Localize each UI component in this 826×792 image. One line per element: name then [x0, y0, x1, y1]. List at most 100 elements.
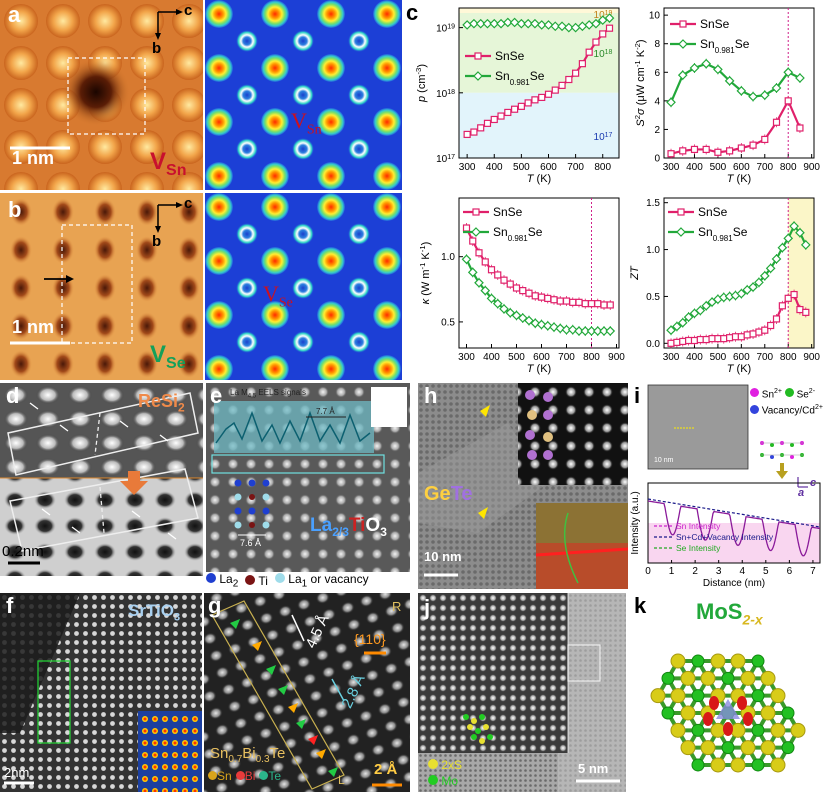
- data-point: [714, 335, 722, 343]
- data-point: [778, 302, 786, 310]
- data-point: [708, 335, 716, 343]
- data-point: [783, 233, 794, 244]
- chart-kappa: 300 400 500 600 700 800 900 T (K) 0.5 1.0 κ (W m-1…: [418, 197, 625, 375]
- data-point: [767, 321, 775, 330]
- legend-label: SnSe: [495, 49, 525, 63]
- s-atom: [700, 740, 716, 756]
- intensity-profile-chart: 0 1 2 3 4 5 6 7 Distance (nm) Intensity (a.u.) Sn …: [630, 384, 821, 589]
- legend-label: Sn0.981Se: [493, 225, 543, 243]
- data-point: [600, 301, 608, 309]
- data-point: [771, 83, 782, 93]
- data-point: [702, 335, 710, 344]
- data-point: [713, 64, 723, 75]
- x-tick-label: 500: [710, 352, 727, 363]
- mo-atom: [691, 758, 705, 772]
- y-tick-label: 0.5: [441, 317, 455, 328]
- direction-c-label: c: [184, 2, 193, 19]
- data-point: [592, 326, 603, 336]
- data-point: [565, 75, 573, 84]
- direction-a-label-i: a: [798, 487, 805, 499]
- mos2x-title: MoS2-x: [696, 599, 763, 628]
- data-point: [586, 326, 597, 336]
- sn-cd-vacancy-envelope: [647, 498, 821, 528]
- legend-marker: [473, 71, 483, 81]
- data-point: [517, 102, 525, 110]
- data-point: [604, 13, 615, 23]
- vacancy-se-label: VSe: [150, 341, 186, 372]
- data-point: [538, 93, 546, 102]
- y-tick-label: 1019: [436, 23, 455, 35]
- s-atom: [770, 722, 786, 738]
- data-point: [555, 323, 566, 334]
- mo-atom: [721, 671, 735, 685]
- data-point: [599, 30, 607, 38]
- charge-lobe: [709, 696, 719, 710]
- facet-110-label: {110}: [354, 631, 386, 647]
- data-point: [761, 326, 769, 334]
- x-axis-label: T (K): [527, 363, 551, 375]
- data-point: [489, 18, 500, 29]
- y-axis-label: p (cm-3): [414, 64, 429, 103]
- corner-l-label: L: [338, 773, 345, 787]
- x-tick-label: 700: [567, 162, 584, 173]
- panel-g-label: g: [208, 593, 222, 618]
- data-point: [689, 63, 700, 73]
- data-point: [677, 317, 688, 328]
- data-point: [683, 312, 694, 322]
- material-la-tio3-label: La2/3TiO3: [310, 515, 387, 539]
- data-point: [724, 76, 735, 86]
- data-point: [789, 221, 799, 231]
- data-point: [667, 150, 675, 158]
- data-point: [696, 335, 704, 344]
- x-tick-label: 600: [733, 162, 750, 173]
- y-tick-label: 8: [654, 39, 660, 50]
- data-point: [731, 333, 740, 341]
- y-axis-label: S2σ (μW cm-1 K-2): [633, 39, 648, 126]
- data-point: [461, 254, 472, 265]
- panel-b-dft-map: VSe: [205, 193, 402, 380]
- data-point: [557, 21, 567, 32]
- data-point: [784, 97, 792, 105]
- tem-image-j: [418, 593, 626, 792]
- data-point: [606, 301, 614, 309]
- legend-la1-vacancy: La1 or vacancy: [274, 572, 369, 590]
- mo-atom: [691, 723, 705, 737]
- unit-cell-schematic-e: [234, 479, 270, 529]
- chart-grid: 300 400 500 600 700 800 T (K) 1017 1018 1019 p (cm…: [414, 7, 820, 375]
- data-point: [720, 335, 728, 343]
- legend-marker: [676, 227, 686, 237]
- x-tick-label: 600: [733, 352, 750, 363]
- x-tick-label: 7: [810, 566, 816, 577]
- data-point: [516, 18, 527, 29]
- data-point: [572, 69, 580, 77]
- data-point: [524, 315, 534, 326]
- annotation-1e19: 1019: [594, 10, 613, 22]
- y-tick-label: 4: [654, 96, 660, 107]
- material-snbite-label: Sn0.7Bi0.3Te: [210, 745, 286, 765]
- legend-vacancy-cd: Vacancy/Cd2+: [750, 401, 823, 417]
- data-point: [497, 112, 505, 120]
- data-point: [504, 108, 512, 117]
- x-tick-label: 500: [508, 352, 525, 363]
- data-point: [470, 128, 478, 136]
- data-point: [499, 304, 509, 314]
- y-tick-label: 1.5: [646, 198, 660, 209]
- data-point: [795, 73, 805, 83]
- y-axis-label: κ (W m-1 K-1): [418, 242, 433, 305]
- s-atom: [710, 757, 726, 773]
- shaded-region-zt: [788, 198, 814, 348]
- panel-b-stm: b 1 nm c b VSe: [0, 193, 203, 380]
- data-point: [524, 99, 532, 107]
- data-point: [585, 48, 593, 56]
- chart-p: 300 400 500 600 700 800 T (K) 1017 1018 1019 p (cm…: [414, 7, 620, 185]
- panel-i: 0 1 2 3 4 5 6 7 Distance (nm) Intensity (a.u.) Sn …: [630, 383, 826, 589]
- s-atom: [790, 722, 806, 738]
- data-point: [510, 105, 519, 113]
- data-point: [556, 297, 564, 305]
- s-atom: [770, 688, 786, 704]
- data-point: [737, 144, 745, 152]
- trace-legend-label: Sn+Cd+Vacancy Intensity: [676, 532, 774, 542]
- data-point: [463, 130, 471, 139]
- scale-bar-d-label: 0.2nm: [2, 543, 44, 560]
- x-tick-label: 900: [608, 352, 625, 363]
